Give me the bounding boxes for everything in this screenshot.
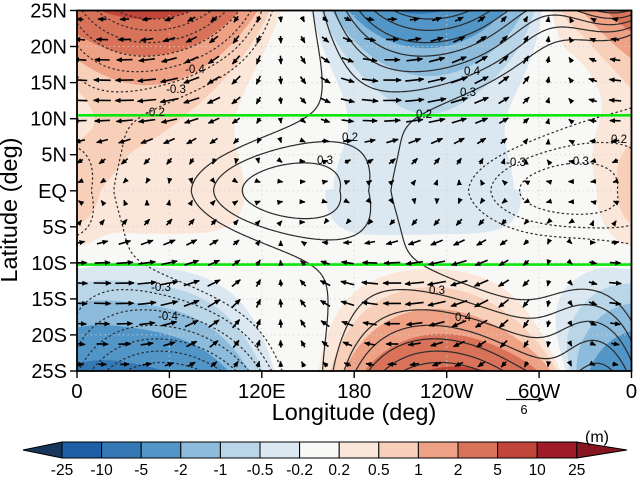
svg-text:0.2: 0.2 xyxy=(342,132,358,144)
svg-text:-0.3: -0.3 xyxy=(506,157,526,169)
svg-text:10: 10 xyxy=(529,462,547,479)
svg-text:0: 0 xyxy=(626,380,637,403)
svg-text:-0.2: -0.2 xyxy=(145,107,165,119)
svg-text:1: 1 xyxy=(414,462,423,479)
svg-text:Latitude (deg): Latitude (deg) xyxy=(0,137,22,282)
svg-text:25: 25 xyxy=(568,462,585,479)
svg-text:20S: 20S xyxy=(31,325,67,347)
svg-text:60E: 60E xyxy=(151,380,187,403)
svg-text:Longitude (deg): Longitude (deg) xyxy=(272,399,437,425)
svg-text:120W: 120W xyxy=(420,380,474,403)
svg-text:0.4: 0.4 xyxy=(464,66,481,78)
svg-text:60W: 60W xyxy=(518,380,561,403)
svg-text:0.3: 0.3 xyxy=(317,155,333,167)
svg-text:-10: -10 xyxy=(90,462,113,479)
svg-text:0.3: 0.3 xyxy=(429,285,445,297)
svg-text:-0.5: -0.5 xyxy=(247,462,274,479)
svg-text:6: 6 xyxy=(520,402,527,417)
svg-text:180: 180 xyxy=(337,380,371,403)
svg-text:0.2: 0.2 xyxy=(328,462,350,479)
svg-text:-0.4: -0.4 xyxy=(158,311,178,323)
svg-text:10N: 10N xyxy=(30,109,67,131)
svg-text:-0.3: -0.3 xyxy=(569,156,589,168)
svg-text:5N: 5N xyxy=(41,145,67,167)
svg-text:EQ: EQ xyxy=(38,181,67,203)
svg-text:0.3: 0.3 xyxy=(460,87,476,99)
svg-text:-0.3: -0.3 xyxy=(151,282,171,294)
svg-text:-25: -25 xyxy=(51,462,73,479)
svg-text:5: 5 xyxy=(493,462,502,479)
svg-text:0.4: 0.4 xyxy=(455,312,472,324)
svg-text:0.5: 0.5 xyxy=(368,462,390,479)
svg-text:15N: 15N xyxy=(30,73,67,95)
svg-text:-0.2: -0.2 xyxy=(286,462,313,479)
svg-text:5S: 5S xyxy=(43,217,67,239)
svg-text:0.2: 0.2 xyxy=(611,134,627,146)
svg-text:120E: 120E xyxy=(238,380,286,403)
svg-text:10S: 10S xyxy=(31,253,67,275)
svg-text:25N: 25N xyxy=(30,1,67,23)
svg-text:-1: -1 xyxy=(214,462,228,479)
svg-text:-5: -5 xyxy=(134,462,148,479)
svg-text:-2: -2 xyxy=(174,462,188,479)
svg-text:-0.3: -0.3 xyxy=(166,84,186,96)
svg-text:20N: 20N xyxy=(30,37,67,59)
svg-text:-0.4: -0.4 xyxy=(185,64,205,76)
svg-text:0: 0 xyxy=(71,380,82,403)
svg-text:0.2: 0.2 xyxy=(416,109,432,121)
svg-text:(m): (m) xyxy=(585,429,609,446)
svg-text:2: 2 xyxy=(454,462,463,479)
svg-text:25S: 25S xyxy=(31,361,67,383)
svg-text:15S: 15S xyxy=(31,289,67,311)
